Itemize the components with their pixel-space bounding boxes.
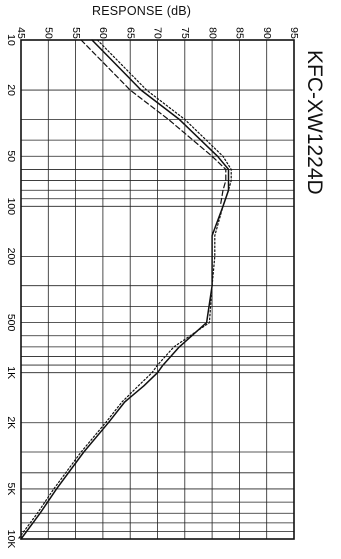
frequency-tick-label: 5K [5,483,17,496]
response-curve-solid [20,39,230,540]
frequency-tick-label: 10 [5,34,17,46]
frequency-tick-label: 200 [5,248,17,266]
plot-border [20,39,295,540]
db-tick-label: 90 [261,27,273,39]
db-tick-label: 95 [288,27,300,39]
db-tick-label: 70 [152,27,164,39]
db-tick-label: 65 [124,27,136,39]
frequency-tick-label: 500 [5,314,17,332]
db-tick-label: 55 [70,27,82,39]
response-curve-dashed [80,39,227,207]
y-axis-label: RESPONSE (dB) [92,4,192,18]
response-curves [17,39,232,540]
frequency-tick-label: 2K [5,416,17,429]
frequency-tick-label: 50 [5,150,17,162]
frequency-tick-labels: 10 20 50 100 200 500 1K 2K 5K 10K [5,34,17,548]
db-tick-label: 50 [43,27,55,39]
db-tick-label: 80 [206,27,218,39]
db-tick-label: 75 [179,27,191,39]
response-tick-labels: 45 50 55 60 65 70 75 80 85 90 95 [15,27,300,39]
db-tick-label: 60 [97,27,109,39]
chart-grid [20,39,295,540]
frequency-tick-label: 20 [5,84,17,96]
chart-title: KFC-XW1224D [303,50,326,195]
frequency-tick-label: 100 [5,198,17,216]
frequency-tick-label: 1K [5,366,17,379]
response-curve-dotted [17,39,232,540]
db-tick-label: 45 [15,27,27,39]
frequency-tick-label: 10K [5,530,17,549]
plot-frame [20,39,295,540]
db-tick-label: 85 [234,27,246,39]
